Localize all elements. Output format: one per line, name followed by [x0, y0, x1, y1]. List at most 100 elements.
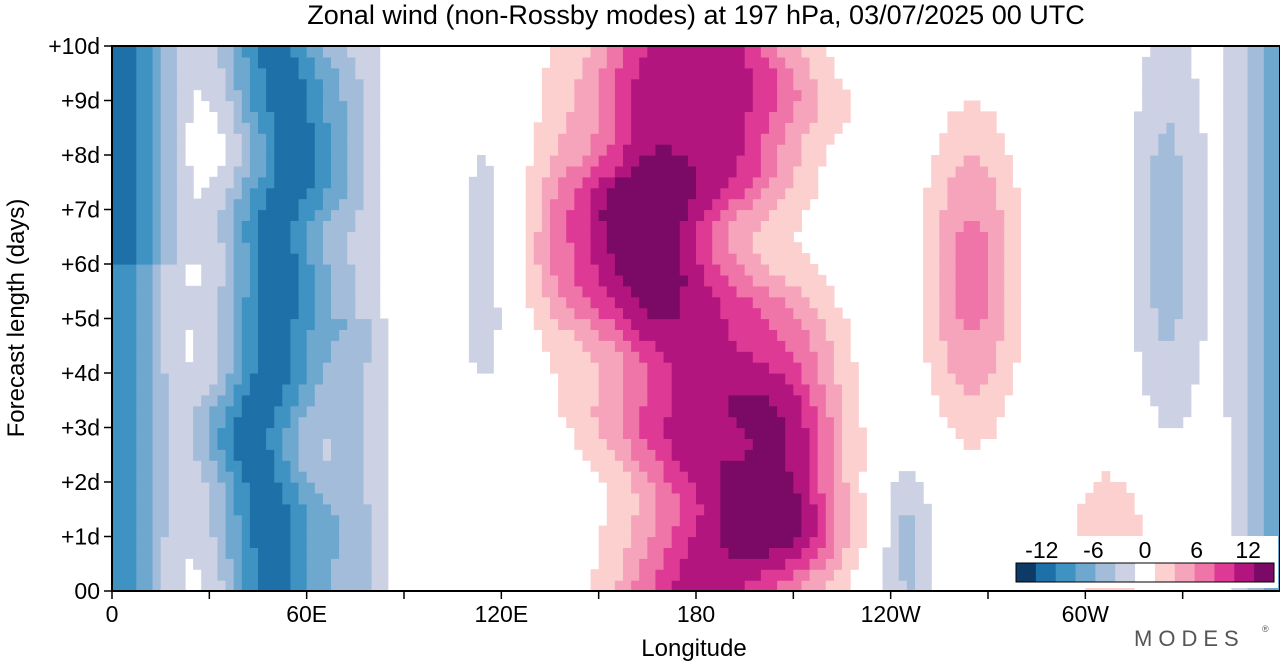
- contour-cell: [1271, 362, 1280, 374]
- contour-cell: [558, 67, 567, 80]
- contour-cell: [176, 340, 186, 352]
- contour-cell: [233, 580, 243, 591]
- contour-cell: [201, 427, 210, 439]
- contour-cell: [112, 547, 121, 559]
- contour-cell: [1150, 56, 1159, 69]
- contour-cell: [606, 558, 616, 570]
- contour-cell: [744, 416, 754, 429]
- contour-cell: [1004, 264, 1013, 276]
- contour-cell: [1198, 274, 1208, 287]
- contour-cell: [144, 187, 154, 200]
- contour-cell: [379, 318, 389, 330]
- contour-cell: [842, 383, 851, 396]
- contour-cell: [1231, 307, 1241, 320]
- contour-cell: [606, 274, 616, 287]
- contour-cell: [671, 416, 681, 429]
- contour-cell: [128, 144, 137, 156]
- contour-cell: [988, 416, 997, 429]
- contour-cell: [1247, 198, 1257, 211]
- contour-cell: [687, 427, 697, 439]
- contour-cell: [582, 100, 592, 112]
- contour-cell: [144, 78, 154, 91]
- contour-cell: [1198, 220, 1208, 232]
- contour-cell: [1271, 220, 1280, 232]
- contour-cell: [233, 558, 243, 570]
- contour-cell: [1174, 318, 1184, 330]
- contour-cell: [233, 165, 243, 178]
- contour-cell: [209, 351, 219, 363]
- contour-cell: [623, 209, 632, 221]
- contour-cell: [769, 89, 778, 102]
- contour-cell: [339, 514, 348, 527]
- contour-cell: [1117, 492, 1127, 505]
- contour-cell: [1223, 78, 1232, 91]
- contour-cell: [842, 482, 851, 494]
- contour-cell: [1263, 264, 1273, 276]
- contour-cell: [347, 580, 356, 591]
- contour-cell: [1182, 155, 1192, 167]
- contour-cell: [1004, 373, 1013, 385]
- contour-cell: [704, 525, 713, 538]
- contour-cell: [266, 547, 275, 559]
- contour-cell: [298, 547, 308, 559]
- contour-cell: [793, 155, 803, 167]
- contour-cell: [631, 569, 640, 581]
- contour-cell: [712, 514, 721, 527]
- contour-cell: [298, 176, 308, 189]
- contour-cell: [558, 89, 567, 102]
- contour-cell: [339, 56, 348, 69]
- contour-cell: [769, 329, 778, 341]
- contour-cell: [306, 383, 316, 396]
- contour-cell: [696, 547, 705, 559]
- contour-cell: [371, 536, 381, 548]
- contour-cell: [1174, 274, 1184, 287]
- contour-cell: [185, 482, 194, 494]
- contour-cell: [639, 67, 648, 80]
- contour-cell: [736, 78, 746, 91]
- contour-cell: [258, 220, 267, 232]
- contour-cell: [1231, 231, 1241, 243]
- contour-cell: [663, 111, 673, 123]
- contour-cell: [233, 569, 243, 581]
- contour-cell: [809, 492, 819, 505]
- contour-cell: [168, 340, 178, 352]
- contour-cell: [574, 405, 584, 418]
- contour-cell: [347, 503, 356, 516]
- contour-cell: [112, 580, 121, 591]
- contour-cell: [1109, 482, 1119, 494]
- contour-cell: [233, 318, 243, 330]
- contour-cell: [801, 46, 811, 58]
- contour-cell: [590, 198, 600, 211]
- contour-cell: [833, 78, 843, 91]
- contour-cell: [217, 471, 227, 483]
- contour-cell: [485, 285, 494, 298]
- contour-cell: [752, 187, 762, 200]
- contour-cell: [249, 471, 259, 483]
- contour-cell: [1239, 209, 1249, 221]
- contour-cell: [160, 144, 170, 156]
- contour-cell: [112, 198, 121, 211]
- contour-cell: [541, 329, 551, 341]
- contour-cell: [590, 242, 600, 254]
- contour-cell: [322, 318, 332, 330]
- contour-cell: [931, 209, 940, 221]
- contour-cell: [817, 438, 827, 450]
- contour-cell: [736, 296, 746, 309]
- contour-cell: [241, 111, 251, 123]
- contour-cell: [120, 482, 129, 494]
- contour-cell: [906, 525, 916, 538]
- contour-cell: [185, 46, 194, 58]
- contour-cell: [274, 362, 283, 374]
- contour-cell: [160, 547, 170, 559]
- contour-cell: [1158, 155, 1168, 167]
- contour-cell: [266, 394, 275, 407]
- contour-cell: [1150, 373, 1159, 385]
- contour-cell: [1231, 165, 1241, 178]
- contour-cell: [168, 285, 178, 298]
- contour-cell: [1182, 176, 1192, 189]
- contour-cell: [322, 285, 332, 298]
- contour-cell: [144, 285, 154, 298]
- contour-cell: [955, 373, 965, 385]
- contour-cell: [1174, 100, 1184, 112]
- contour-cell: [671, 220, 681, 232]
